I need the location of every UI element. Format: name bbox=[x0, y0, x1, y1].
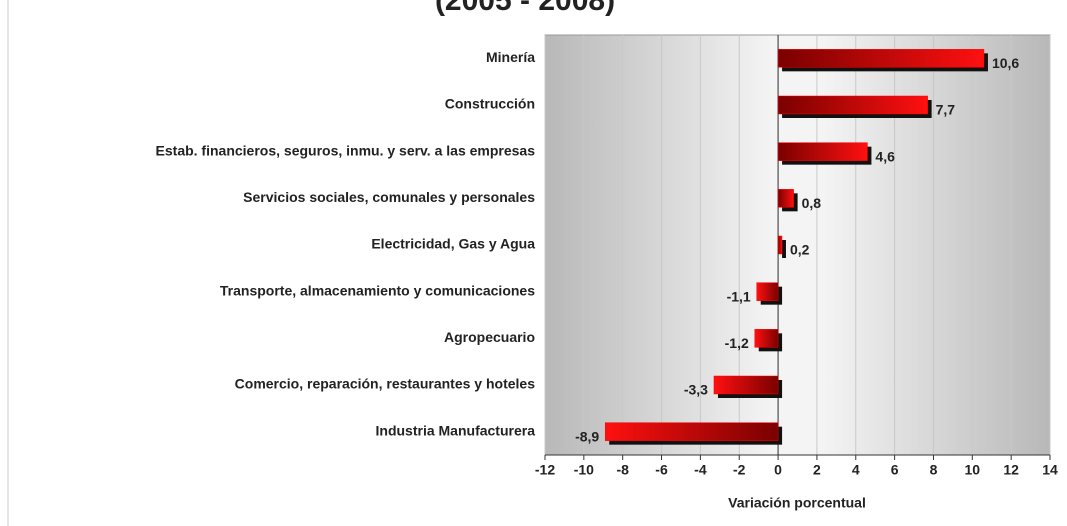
value-label: 0,8 bbox=[802, 195, 822, 211]
x-tick-label: 6 bbox=[891, 462, 899, 478]
x-tick-label: 14 bbox=[1042, 462, 1058, 478]
bar bbox=[777, 142, 868, 161]
bar bbox=[777, 49, 985, 68]
y-tick-label: Servicios sociales, comunales y personal… bbox=[243, 189, 535, 205]
x-tick-label: 12 bbox=[1003, 462, 1019, 478]
bar bbox=[604, 422, 779, 441]
y-tick-label: Industria Manufacturera bbox=[376, 422, 536, 438]
y-tick-label: Construcción bbox=[445, 96, 535, 112]
bar bbox=[777, 235, 783, 255]
x-tick-label: 4 bbox=[852, 462, 860, 478]
y-tick-label: Minería bbox=[486, 49, 535, 65]
y-tick-label: Estab. financieros, seguros, inmu. y ser… bbox=[156, 142, 536, 158]
chart-title: (2005 - 2008) bbox=[435, 0, 615, 17]
value-label: -3,3 bbox=[684, 382, 708, 398]
x-tick-label: -6 bbox=[655, 462, 668, 478]
x-tick-label: 0 bbox=[774, 462, 782, 478]
value-label: -1,2 bbox=[725, 335, 749, 351]
x-tick-label: -10 bbox=[574, 462, 594, 478]
bar-shadow bbox=[782, 240, 786, 258]
bar bbox=[777, 95, 928, 115]
x-tick-label: 8 bbox=[930, 462, 938, 478]
value-label: 10,6 bbox=[992, 55, 1019, 71]
y-tick-label: Agropecuario bbox=[444, 329, 535, 345]
y-tick-label: Transporte, almacenamiento y comunicacio… bbox=[220, 282, 535, 298]
x-tick-label: -12 bbox=[535, 462, 555, 478]
y-tick-label: Electricidad, Gas y Agua bbox=[371, 236, 535, 252]
y-tick-label: Comercio, reparación, restaurantes y hot… bbox=[235, 376, 536, 392]
x-tick-label: -2 bbox=[733, 462, 746, 478]
x-tick-label: -4 bbox=[694, 462, 707, 478]
bar bbox=[756, 282, 779, 301]
value-label: 4,6 bbox=[875, 148, 895, 164]
x-axis-label: Variación porcentual bbox=[728, 495, 866, 511]
x-tick-label: 2 bbox=[813, 462, 821, 478]
value-label: -1,1 bbox=[727, 288, 751, 304]
bar bbox=[713, 375, 779, 395]
bar bbox=[754, 329, 779, 348]
x-tick-label: 10 bbox=[965, 462, 981, 478]
value-label: -8,9 bbox=[575, 428, 599, 444]
value-label: 0,2 bbox=[790, 242, 810, 258]
value-label: 7,7 bbox=[936, 102, 956, 118]
bar bbox=[777, 189, 794, 208]
x-tick-label: -8 bbox=[616, 462, 629, 478]
